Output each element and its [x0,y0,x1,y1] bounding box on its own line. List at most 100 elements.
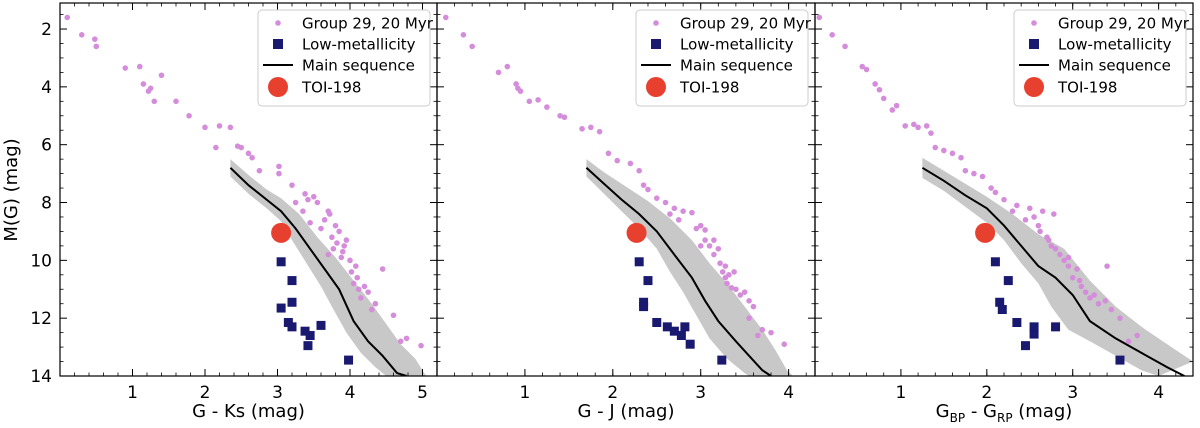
group29-point [403,335,410,342]
main-sequence-line [585,167,772,376]
group29-point [1125,338,1132,345]
group29-point [702,237,708,243]
group29-point [958,154,964,161]
low-metallicity-point [287,297,297,307]
group29-point [1065,254,1072,261]
group29-point [442,14,449,21]
low-metallicity-point [287,276,297,286]
group29-point [1117,315,1123,321]
x-tick-label: 2 [200,383,211,403]
y-tick-label: 12 [30,309,52,329]
group29-point [173,98,179,105]
group29-point [702,227,708,233]
group29-point [276,170,282,177]
group29-point [122,65,129,71]
group29-point [872,81,878,87]
group29-point [759,326,766,333]
group29-point [372,300,379,307]
group29-point [724,280,730,287]
group29-point [689,209,695,216]
low-metallicity-point [680,322,690,332]
low-metallicity-point [300,326,310,336]
group29-point [1069,274,1076,281]
group29-point [330,245,337,252]
group29-point [336,228,342,235]
group29-point [353,263,359,269]
group29-point [355,286,362,293]
group29-point [289,182,295,188]
group29-point [64,14,71,21]
group29-point [979,173,986,180]
group29-point [928,130,934,136]
legend-box [635,9,809,107]
group29-point [147,85,154,92]
group29-point [1052,245,1059,252]
group29-point [671,205,678,212]
group29-point [1057,251,1063,258]
group29-point [544,104,550,110]
group29-point [711,237,717,243]
group29-point [863,66,870,73]
group29-point [741,289,748,295]
group29-point [1102,298,1109,304]
group29-point [1035,222,1042,229]
group29-point [513,81,519,87]
group29-point [1039,208,1046,214]
legend-toi-label: TOI-198 [301,79,361,97]
group29-point [781,341,788,347]
low-metallicity-point [652,318,662,328]
group29-point [932,144,939,151]
group29-point [1061,257,1067,264]
group29-point [92,36,98,42]
group29-point [517,88,524,94]
main-sequence-band [922,157,1193,376]
group29-point [390,312,397,319]
group29-point [358,295,364,301]
group29-point [339,248,346,255]
group29-point [249,154,255,161]
group29-point [902,123,909,129]
y-tick-label: 4 [41,78,52,98]
group29-point [768,329,774,336]
group29-point [300,208,306,214]
legend-toi-label: TOI-198 [1057,79,1117,97]
group29-point [216,123,223,129]
group29-point [675,217,682,223]
x-tick-label: 2 [981,383,992,403]
low-metallicity-point [316,320,326,330]
legend-low-metallicity-label: Low-metallicity [680,36,794,54]
legend-box [1013,9,1187,107]
group29-point [1045,237,1052,243]
group29-point [614,157,621,164]
x-tick-label: 1 [519,383,530,403]
group29-point [816,14,823,21]
legend-toi-label: TOI-198 [679,79,739,97]
legend-group29-label: Group 29, 20 Myr [302,15,434,33]
group29-point [504,63,511,70]
group29-point [653,195,660,201]
group29-point [1087,295,1093,301]
low-metallicity-point [676,331,686,341]
group29-point [711,251,717,258]
low-metallicity-point [639,302,649,312]
group29-point [941,147,947,154]
group29-point [728,285,735,291]
group29-point [469,43,475,50]
group29-point [1076,277,1083,284]
group29-point [93,43,100,50]
toi-198-point [626,222,647,243]
group29-point [350,280,357,287]
x-axis-label: G - Ks (mag) [192,401,305,422]
group29-point [186,112,192,119]
group29-point [737,292,744,298]
group29-point [526,98,533,105]
low-metallicity-point [643,276,653,286]
group29-point [915,124,921,131]
group29-point [292,199,299,206]
x-tick-label: 4 [345,383,356,403]
group29-point [640,182,647,188]
group29-point [321,217,328,223]
group29-point [557,112,563,119]
group29-point [662,199,669,206]
group29-point [418,342,424,349]
